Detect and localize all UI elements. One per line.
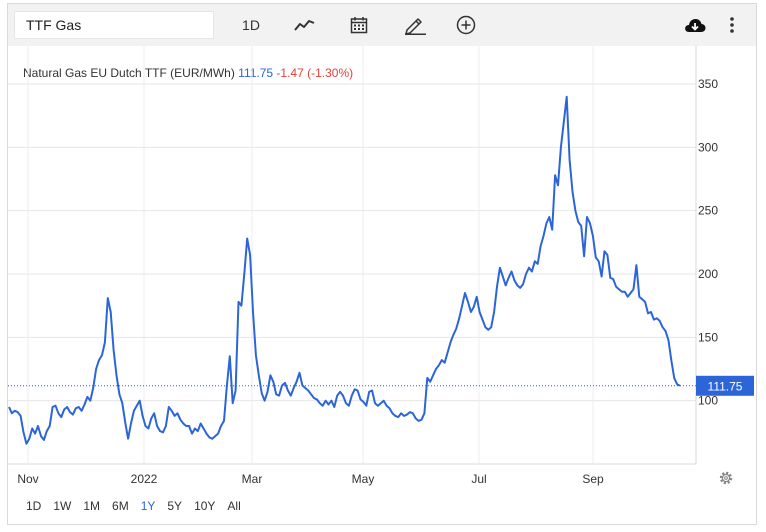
x-tick-label: 2022 <box>131 472 158 486</box>
price-series-line <box>8 95 681 445</box>
x-tick-label: Jul <box>471 472 486 486</box>
cloud-download-icon <box>685 19 706 32</box>
calendar-icon <box>350 17 368 34</box>
range-selector: 1D 1W 1M 6M 1Y 5Y 10Y All <box>20 496 247 516</box>
x-tick-label: Mar <box>242 472 263 486</box>
more-vertical-icon <box>730 17 734 33</box>
search-input[interactable]: TTF Gas <box>14 11 214 39</box>
chart-settings-button[interactable] <box>718 470 734 491</box>
y-tick-label: 100 <box>698 394 718 408</box>
price-chart[interactable]: 100 150 200 250 300 350 Nov 2022 Mar May Jul Sep 111… <box>8 4 756 524</box>
last-price-badge-label: 111.75 <box>708 379 743 393</box>
interval-button[interactable]: 1D <box>242 17 260 33</box>
pencil-icon <box>405 18 426 35</box>
plus-circle-icon <box>456 15 476 35</box>
date-range-button[interactable] <box>344 11 374 39</box>
price-change: -1.47 (-1.30%) <box>276 66 354 80</box>
y-tick-label: 350 <box>698 77 718 91</box>
y-tick-label: 150 <box>698 330 718 344</box>
draw-button[interactable] <box>400 11 430 39</box>
range-1m[interactable]: 1M <box>83 499 101 513</box>
x-tick-label: May <box>352 472 375 486</box>
download-button[interactable] <box>680 11 710 39</box>
y-tick-label: 300 <box>698 140 718 154</box>
chart-widget: TTF Gas 1D <box>7 3 757 525</box>
last-price: 111.75 <box>238 66 274 80</box>
toolbar: TTF Gas 1D <box>8 4 756 46</box>
chart-title: Natural Gas EU Dutch TTF (EUR/MWh) 111.7… <box>23 66 353 80</box>
y-tick-label: 200 <box>698 267 718 281</box>
range-6m[interactable]: 6M <box>112 499 129 513</box>
range-1y[interactable]: 1Y <box>140 499 156 513</box>
range-5y[interactable]: 5Y <box>167 499 183 513</box>
add-indicator-button[interactable] <box>451 11 481 39</box>
range-1w[interactable]: 1W <box>53 499 72 513</box>
last-price-badge <box>696 375 754 396</box>
chart-type-button[interactable] <box>290 11 320 39</box>
range-all[interactable]: All <box>227 499 241 513</box>
x-tick-label: Nov <box>17 472 38 486</box>
y-tick-label: 250 <box>698 204 718 218</box>
instrument-name: Natural Gas EU Dutch TTF (EUR/MWh) <box>23 66 235 80</box>
range-10y[interactable]: 10Y <box>194 499 216 513</box>
line-chart-icon <box>294 20 315 31</box>
gear-icon <box>719 471 733 485</box>
more-options-button[interactable] <box>722 11 742 39</box>
x-tick-label: Sep <box>582 472 604 486</box>
range-1d[interactable]: 1D <box>26 499 42 513</box>
